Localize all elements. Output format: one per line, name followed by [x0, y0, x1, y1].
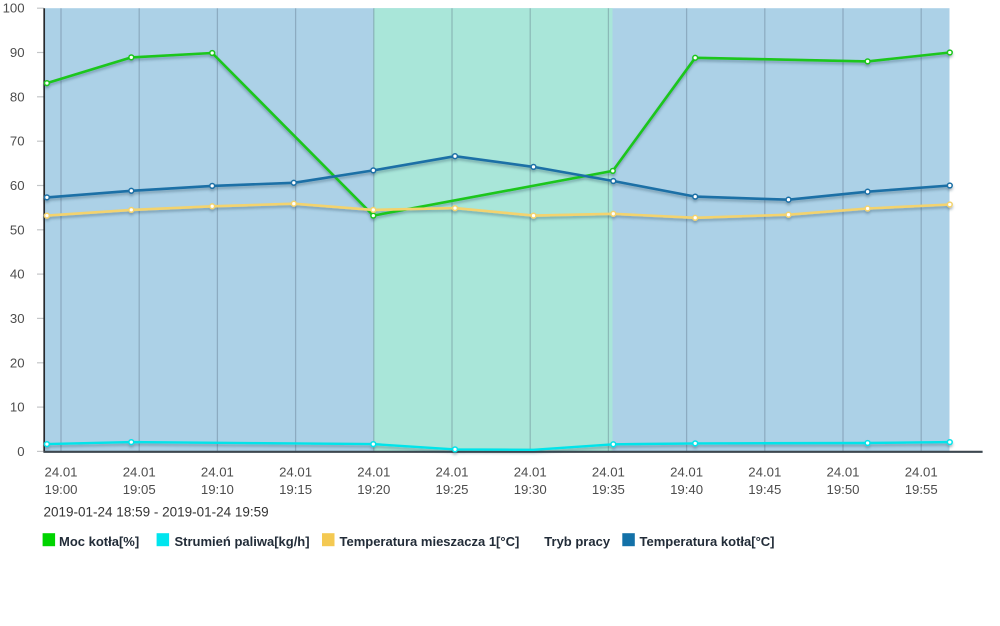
svg-text:Temperatura kotła[°C]: Temperatura kotła[°C] — [640, 534, 775, 549]
svg-text:24.01: 24.01 — [357, 464, 390, 479]
svg-text:24.01: 24.01 — [905, 464, 938, 479]
svg-text:19:20: 19:20 — [357, 482, 390, 497]
svg-text:24.01: 24.01 — [514, 464, 547, 479]
svg-text:24.01: 24.01 — [670, 464, 703, 479]
svg-text:30: 30 — [10, 311, 25, 326]
svg-text:19:35: 19:35 — [592, 482, 625, 497]
svg-text:24.01: 24.01 — [123, 464, 156, 479]
svg-text:100: 100 — [3, 1, 25, 16]
svg-text:Moc kotła[%]: Moc kotła[%] — [59, 534, 139, 549]
svg-text:19:25: 19:25 — [435, 482, 468, 497]
svg-text:10: 10 — [10, 400, 25, 415]
svg-text:24.01: 24.01 — [435, 464, 468, 479]
svg-text:19:30: 19:30 — [514, 482, 547, 497]
svg-text:Temperatura mieszacza 1[°C]: Temperatura mieszacza 1[°C] — [340, 534, 520, 549]
svg-text:24.01: 24.01 — [44, 464, 77, 479]
svg-text:19:10: 19:10 — [201, 482, 234, 497]
svg-text:24.01: 24.01 — [279, 464, 312, 479]
svg-text:40: 40 — [10, 267, 25, 282]
svg-text:0: 0 — [17, 444, 24, 459]
svg-text:2019-01-24 18:59 - 2019-01-24: 2019-01-24 18:59 - 2019-01-24 19:59 — [44, 505, 269, 520]
svg-text:19:40: 19:40 — [670, 482, 703, 497]
svg-text:24.01: 24.01 — [826, 464, 859, 479]
svg-text:24.01: 24.01 — [592, 464, 625, 479]
svg-text:Tryb pracy: Tryb pracy — [544, 534, 611, 549]
svg-text:19:45: 19:45 — [748, 482, 781, 497]
svg-text:19:55: 19:55 — [905, 482, 938, 497]
svg-text:20: 20 — [10, 355, 25, 370]
svg-text:60: 60 — [10, 178, 25, 193]
svg-text:19:15: 19:15 — [279, 482, 312, 497]
svg-text:19:00: 19:00 — [44, 482, 77, 497]
svg-text:90: 90 — [10, 45, 25, 60]
svg-text:24.01: 24.01 — [201, 464, 234, 479]
svg-text:Strumień paliwa[kg/h]: Strumień paliwa[kg/h] — [175, 534, 310, 549]
svg-text:80: 80 — [10, 89, 25, 104]
svg-text:50: 50 — [10, 222, 25, 237]
svg-text:24.01: 24.01 — [748, 464, 781, 479]
svg-text:19:05: 19:05 — [123, 482, 156, 497]
svg-text:70: 70 — [10, 134, 25, 149]
svg-text:19:50: 19:50 — [826, 482, 859, 497]
